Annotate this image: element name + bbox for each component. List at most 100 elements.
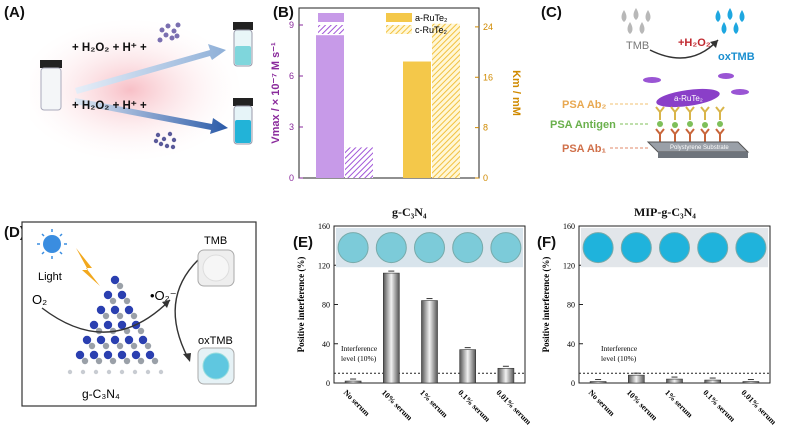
panel-e-label: (E)	[293, 234, 313, 251]
psa-ab2-label: PSA Ab₂	[562, 99, 607, 111]
panel-a-label: (A)	[4, 4, 25, 21]
chartF-category-label: 0.1% serum	[701, 388, 737, 424]
chartE-tick-label: 0	[326, 379, 330, 388]
lattice-atom-c	[102, 342, 110, 350]
g-c3n4-lattice	[67, 275, 164, 375]
nanozyme-cluster-bottom	[153, 131, 177, 150]
chartF-tick-label: 0	[571, 379, 575, 388]
tmb-label: TMB	[626, 40, 649, 52]
chartF-bar-0-01-serum	[742, 381, 760, 384]
chartF-tick-label: 40	[567, 340, 575, 349]
nanozyme-ellipse	[656, 88, 720, 108]
chartE-category-label: 0.01% serum	[494, 388, 530, 427]
psa-ab1-layer	[655, 128, 725, 142]
vial-reference	[40, 60, 62, 111]
chartF-bar-no-serum	[589, 381, 607, 384]
lattice-atom-n	[82, 335, 92, 345]
lattice-atom-h	[119, 369, 125, 375]
nanozyme-cluster-top	[157, 22, 181, 43]
chart-b-right-tick-label: 0	[483, 173, 488, 183]
oxtmb-droplets	[715, 8, 745, 34]
chartE-well	[337, 232, 369, 264]
nanozyme-label: a-RuTe₂	[674, 94, 703, 103]
lattice-atom-h	[145, 369, 151, 375]
reaction-arrow	[649, 39, 719, 59]
light-bolt-icon	[76, 248, 100, 286]
lattice-atom-c	[116, 312, 124, 320]
chartE-bar-no-serum	[344, 380, 362, 384]
lattice-atom-c	[144, 342, 152, 350]
chartE-bar-10-serum	[383, 272, 400, 384]
lattice-atom-n	[103, 320, 113, 330]
chart-f-title: MIP-g-C₃N₄	[634, 205, 696, 219]
chartE-tick-label: 80	[322, 301, 330, 310]
chartF-well	[697, 232, 729, 264]
tmb-to-oxtmb-arrow	[174, 259, 199, 359]
lattice-atom-n	[103, 350, 113, 360]
arrow-down-path	[75, 98, 228, 134]
nanozyme-small-3	[718, 73, 734, 79]
lattice-atom-n	[75, 350, 85, 360]
lattice-atom-h	[80, 369, 86, 375]
chartE-bar-1-serum	[421, 300, 438, 384]
chartF-bar-10-serum	[628, 374, 645, 384]
substrate-label: Polystyrene Substrate	[670, 145, 729, 151]
legend-swatch-a-rute2-yellow	[386, 13, 412, 22]
chartF-well	[735, 232, 767, 264]
panel-d-illustration: Light O₂ •O₂⁻ TMB oxTMB g-C₃N₄	[21, 221, 257, 407]
chartE-bar-0-1-serum	[459, 349, 476, 384]
chart-b: 0 3 6 9 0 8 16 24 a-RuTe₂ c-RuTe₂ Vmax / × 10⁻⁷…	[270, 7, 522, 183]
lattice-atom-c	[137, 357, 145, 365]
chart-b-left-tick-label: 6	[289, 71, 294, 81]
nanozyme-small-1	[643, 77, 661, 83]
o2-to-superoxide-arrow	[41, 299, 171, 333]
light-label: Light	[38, 271, 62, 283]
lattice-atom-c	[116, 282, 124, 290]
lattice-atom-n	[96, 335, 106, 345]
chart-b-right-tick-label: 8	[483, 123, 488, 133]
chart-b-right-tick-label: 16	[483, 72, 493, 82]
chart-e-title: g-C₃N₄	[392, 205, 427, 219]
lattice-atom-n	[89, 320, 99, 330]
superoxide-label: •O₂⁻	[150, 288, 177, 303]
chart-b-left-tick-label: 9	[289, 20, 294, 30]
panel-b-label: (B)	[273, 4, 294, 21]
chartE-bar-0-01-serum	[497, 367, 515, 384]
arrow-up-path	[75, 44, 226, 94]
chartF-bar-1-serum	[666, 378, 683, 384]
lattice-atom-h	[106, 369, 112, 375]
vial-light-blue	[233, 22, 253, 67]
polystyrene-substrate-edge	[658, 152, 748, 158]
bar-km-a-rute2	[403, 61, 431, 178]
lattice-atom-h	[132, 369, 138, 375]
panel-f-label: (F)	[537, 234, 557, 251]
lattice-atom-c	[88, 342, 96, 350]
lattice-atom-c	[151, 357, 159, 365]
lattice-atom-h	[67, 369, 73, 375]
chartF-tick-label: 120	[563, 261, 575, 270]
psa-antigen-layer	[657, 121, 723, 128]
panel-d-label: (D)	[4, 224, 25, 241]
o2-label: O₂	[32, 292, 47, 307]
lattice-atom-c	[123, 357, 131, 365]
psa-ab1-label: PSA Ab₁	[562, 143, 607, 155]
tmb-well	[202, 254, 230, 282]
chart-b-ylabel-right: Km / mM	[510, 70, 522, 116]
h2o2-label: +H₂O₂	[678, 37, 711, 49]
reagent-label-bottom: + H₂O₂ + H⁺ +	[72, 100, 147, 112]
chartE-tick-label: 120	[318, 261, 330, 270]
chartE-category-label: No serum	[342, 388, 372, 418]
legend-a-rute2: a-RuTe₂	[415, 13, 448, 23]
lattice-atom-c	[102, 312, 110, 320]
lattice-atom-c	[81, 357, 89, 365]
lattice-atom-h	[158, 369, 164, 375]
panel-c-label: (C)	[541, 4, 562, 21]
tmb-arrowhead	[183, 353, 191, 362]
lattice-atom-n	[110, 275, 120, 285]
legend-swatch-c-rute2-purple	[318, 25, 344, 34]
chartF-bar-0-1-serum	[704, 379, 721, 384]
oxtmb-label: oxTMB	[718, 51, 755, 63]
chartE-category-label: 10% serum	[380, 388, 414, 422]
vial-dark-blue	[233, 98, 253, 145]
chartE-threshold-label-1: Interference	[341, 344, 378, 353]
